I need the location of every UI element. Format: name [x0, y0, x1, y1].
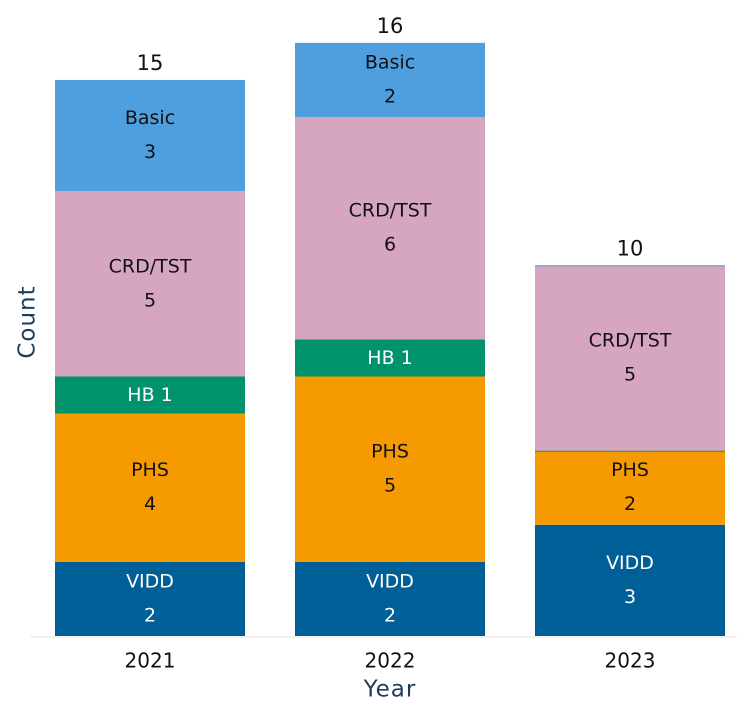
segment-name: VIDD	[366, 570, 414, 592]
segment-name: PHS	[371, 441, 409, 463]
x-tick-label: 2022	[365, 649, 416, 673]
bar-segment	[55, 413, 245, 562]
bar-segment	[55, 191, 245, 377]
x-axis-title: Year	[363, 677, 417, 703]
bar-segment	[295, 376, 485, 562]
segment-name: PHS	[611, 459, 649, 481]
segment-name: HB	[367, 346, 394, 368]
segment-value: 2	[384, 85, 396, 107]
total-label: 10	[617, 236, 644, 260]
bar-segment	[295, 117, 485, 340]
x-tick-label: 2021	[125, 649, 176, 673]
segment-name: VIDD	[606, 552, 654, 574]
segment-value: 1	[161, 384, 173, 406]
segment-name: CRD/TST	[349, 200, 432, 222]
segment-label: HB 1	[367, 346, 412, 368]
bar-segment	[535, 450, 725, 525]
segment-value: 5	[624, 363, 636, 385]
segment-name: CRD/TST	[109, 255, 192, 277]
bar-segment	[295, 42, 485, 118]
segment-value: 3	[144, 141, 156, 163]
bar-segment	[535, 450, 725, 452]
x-tick-label: 2023	[605, 649, 656, 673]
bar-segment	[535, 265, 725, 451]
segment-value: 5	[144, 289, 156, 311]
bar-segment	[295, 339, 485, 377]
segment-name: Basic	[125, 107, 175, 129]
bar-segment	[55, 561, 245, 636]
segment-name: CRD/TST	[589, 329, 672, 351]
segment-value: 1	[401, 346, 413, 368]
total-label: 16	[377, 14, 404, 38]
segment-value: 2	[384, 604, 396, 626]
bar-segment	[295, 561, 485, 636]
bar-segment	[55, 376, 245, 414]
segment-name: PHS	[131, 459, 169, 481]
segment-value: 4	[144, 493, 156, 515]
bar-segment	[535, 524, 725, 636]
segment-name: HB	[127, 384, 154, 406]
segment-value: 3	[624, 586, 636, 608]
segment-name: VIDD	[126, 570, 174, 592]
segment-value: 2	[144, 604, 156, 626]
total-label: 15	[137, 51, 164, 75]
segment-value: 5	[384, 475, 396, 497]
segment-value: 6	[384, 234, 396, 256]
segment-label: HB 1	[127, 384, 172, 406]
segment-value: 2	[624, 493, 636, 515]
bar-segment	[55, 79, 245, 192]
y-axis-title: Count	[15, 285, 41, 358]
segment-name: Basic	[365, 51, 415, 73]
bar-segment	[535, 265, 725, 267]
